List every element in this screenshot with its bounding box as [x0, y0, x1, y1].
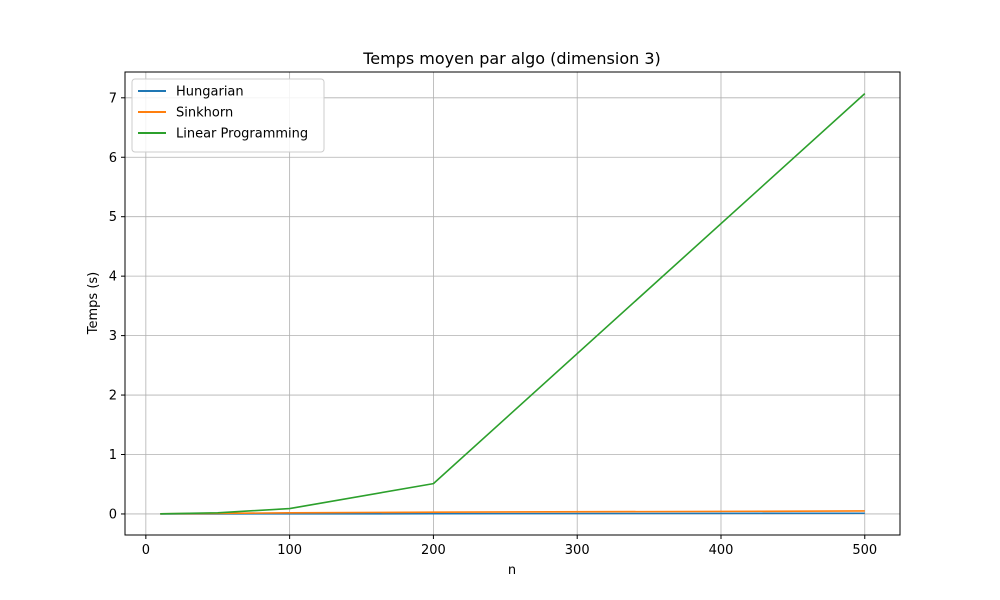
x-tick-label: 200 [421, 543, 446, 558]
legend-label-hungarian: Hungarian [176, 85, 244, 100]
grid [125, 72, 900, 535]
y-tick-label: 2 [109, 389, 117, 404]
legend-box [131, 78, 325, 153]
plot-frame [124, 71, 901, 536]
y-tick-label: 1 [109, 448, 117, 463]
series-line-linear-programming [160, 93, 866, 515]
x-tick-label: 0 [142, 543, 150, 558]
y-tick-label: 3 [109, 329, 117, 344]
y-axis-label: Temps (s) [86, 272, 101, 335]
series-layer [160, 93, 866, 515]
legend: Hungarian Sinkhorn Linear Programming [131, 78, 325, 153]
chart-title: Temps moyen par algo (dimension 3) [362, 49, 661, 68]
y-tick-label: 4 [109, 270, 117, 285]
legend-label-linear-programming: Linear Programming [176, 127, 308, 142]
ticks: 0 100 200 300 400 500 0 1 2 3 4 5 6 7 [109, 91, 877, 558]
y-tick-label: 0 [109, 507, 117, 522]
x-tick-label: 100 [277, 543, 302, 558]
x-tick-label: 500 [852, 543, 877, 558]
x-tick-label: 400 [709, 543, 734, 558]
y-tick-label: 7 [109, 91, 117, 106]
y-tick-label: 6 [109, 151, 117, 166]
x-axis-label: n [508, 563, 516, 578]
legend-label-sinkhorn: Sinkhorn [176, 106, 233, 121]
x-tick-label: 300 [565, 543, 590, 558]
y-tick-label: 5 [109, 210, 117, 225]
